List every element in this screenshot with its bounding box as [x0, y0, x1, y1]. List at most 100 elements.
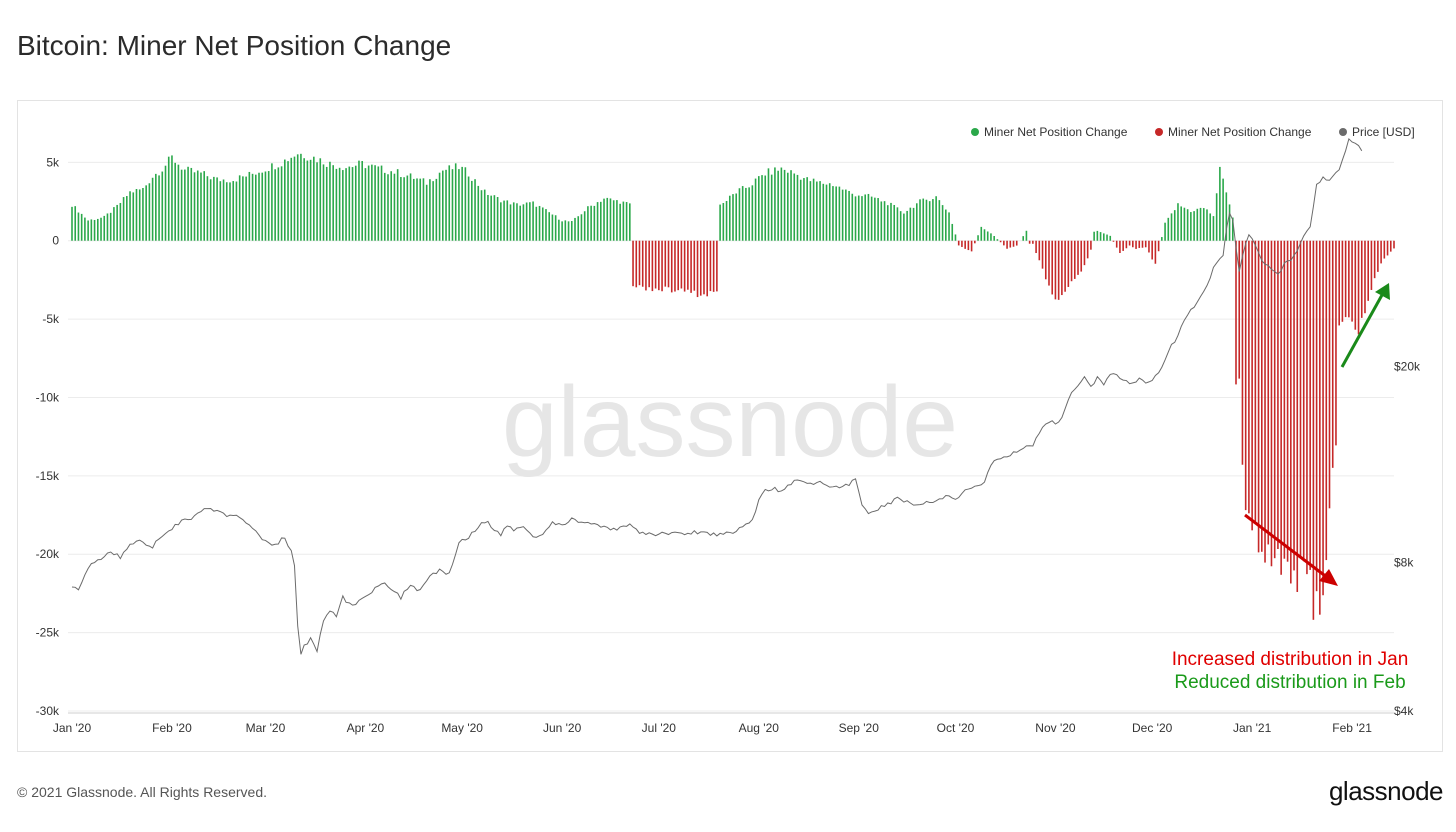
brand-logo[interactable]: glassnode	[1328, 776, 1444, 806]
bar	[922, 198, 925, 241]
bar	[329, 161, 331, 241]
bar	[806, 177, 808, 241]
bar	[783, 169, 786, 241]
bar	[1115, 240, 1118, 248]
bar	[1154, 240, 1157, 264]
bar	[1067, 240, 1070, 287]
bar	[400, 177, 402, 241]
bar	[1264, 240, 1266, 563]
legend-item[interactable]: Miner Net Position Change	[1155, 125, 1312, 139]
bar	[803, 178, 805, 241]
bar	[928, 201, 931, 241]
bar	[667, 240, 670, 288]
bar	[206, 176, 209, 241]
bar	[351, 167, 354, 241]
bar	[503, 200, 505, 241]
legend-dot-icon	[1339, 128, 1347, 136]
bar	[1190, 212, 1192, 241]
bar	[880, 201, 883, 241]
bar	[999, 240, 1002, 243]
bar	[1212, 216, 1215, 241]
bar	[1225, 192, 1228, 241]
bar	[629, 203, 631, 241]
legend-label: Price [USD]	[1352, 125, 1415, 139]
bar	[1386, 240, 1389, 256]
bar	[1286, 240, 1289, 562]
bar	[296, 154, 299, 241]
bar	[100, 217, 102, 241]
bar	[670, 240, 673, 293]
bar	[751, 185, 754, 241]
bar	[500, 202, 502, 241]
bar	[267, 171, 270, 241]
bar	[696, 240, 699, 298]
bar	[1073, 240, 1076, 279]
bar	[883, 201, 886, 241]
bar	[780, 167, 783, 241]
bar	[1122, 240, 1124, 251]
bar	[345, 168, 347, 241]
bar	[664, 240, 667, 287]
bar	[903, 213, 905, 241]
bar	[387, 174, 389, 241]
legend-item[interactable]: Price [USD]	[1339, 125, 1415, 139]
bar	[287, 161, 289, 241]
bar	[1315, 240, 1318, 592]
bar	[209, 179, 212, 241]
bar	[877, 198, 879, 241]
bar	[654, 240, 657, 289]
bar	[635, 240, 638, 288]
bar	[290, 157, 293, 241]
x-tick-label: Sep '20	[839, 721, 880, 735]
bar	[406, 175, 409, 241]
bar	[974, 240, 976, 244]
bar	[177, 164, 180, 241]
bar	[1093, 231, 1095, 241]
bar	[893, 204, 896, 241]
bar	[838, 186, 841, 241]
bar	[906, 210, 908, 241]
bar	[1177, 203, 1179, 241]
bar	[793, 173, 796, 241]
bar	[632, 240, 634, 287]
bar	[1077, 240, 1079, 275]
bar	[587, 206, 589, 241]
bar	[745, 187, 747, 241]
x-tick-label: Apr '20	[347, 721, 385, 735]
bar	[948, 212, 950, 241]
bar	[735, 193, 738, 241]
bar	[442, 170, 444, 241]
bar	[496, 197, 499, 241]
bar	[1096, 230, 1099, 241]
legend-label: Miner Net Position Change	[1168, 125, 1312, 139]
bar	[764, 175, 767, 241]
bar	[1251, 240, 1253, 531]
bar	[1106, 234, 1108, 241]
bar	[1119, 240, 1121, 253]
x-tick-label: Oct '20	[937, 721, 975, 735]
bar	[232, 181, 235, 241]
bar	[71, 206, 73, 241]
bar	[1090, 240, 1092, 250]
bar	[712, 240, 715, 292]
bar	[1231, 217, 1234, 241]
bar	[799, 179, 802, 241]
bar	[1083, 240, 1086, 266]
bar	[1032, 240, 1034, 244]
bar	[254, 174, 257, 241]
bar	[306, 160, 309, 241]
bar	[535, 206, 538, 241]
right-tick-label: $4k	[1394, 704, 1414, 718]
x-tick-label: Jun '20	[543, 721, 582, 735]
bar	[80, 213, 83, 241]
legend-item[interactable]: Miner Net Position Change	[971, 125, 1128, 139]
bar	[1193, 211, 1195, 241]
bar	[828, 183, 831, 241]
bar	[280, 166, 283, 241]
bar	[645, 240, 647, 291]
legend[interactable]: Miner Net Position Change Miner Net Posit…	[971, 125, 1415, 139]
grid-lines	[68, 161, 1394, 714]
bar	[242, 176, 244, 241]
bar	[845, 189, 847, 241]
bar	[532, 201, 534, 241]
